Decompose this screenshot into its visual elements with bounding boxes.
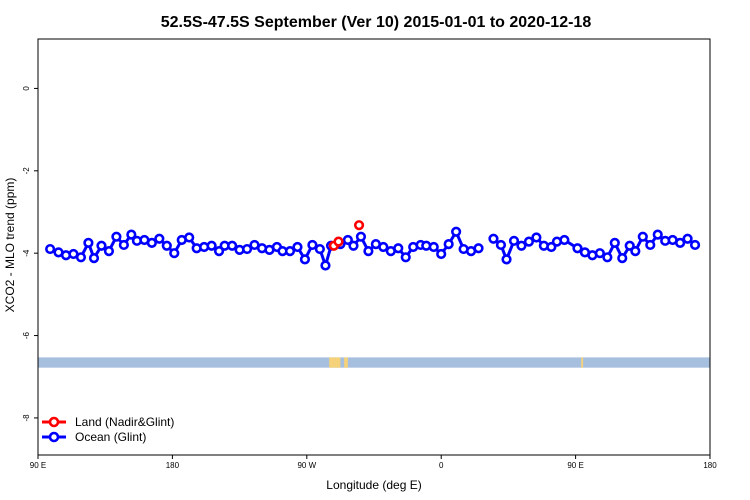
- y-tick-label-4: -8: [22, 414, 31, 422]
- x-tick-label-3: 0: [439, 461, 444, 470]
- map-land-patch-0: [329, 357, 341, 368]
- legend: Land (Nadir&Glint) Ocean (Glint): [42, 415, 174, 444]
- land-point-2: [353, 220, 365, 231]
- x-tick-label-4: 90 E: [567, 461, 583, 470]
- ocean-point-0-6: [88, 253, 100, 264]
- ocean-point-0-35: [299, 254, 311, 265]
- ocean-point-1-2: [501, 254, 512, 265]
- ocean-point-1-26: [682, 233, 693, 244]
- ocean-point-0-38: [320, 260, 331, 271]
- ocean-point-0-59: [473, 243, 484, 254]
- legend-ocean-marker: [48, 431, 60, 443]
- ocean-point-1-21: [645, 239, 656, 251]
- plot-frame: [37, 38, 711, 456]
- ocean-point-0-17: [169, 248, 180, 259]
- ocean-point-0-14: [146, 237, 157, 248]
- series-layer: [45, 220, 701, 271]
- ocean-point-0-41: [342, 234, 353, 246]
- map-strip: [38, 357, 710, 368]
- y-tick-label-3: -6: [22, 331, 31, 339]
- ocean-point-0-8: [103, 246, 115, 257]
- ocean-point-1-4: [516, 240, 527, 251]
- y-tick-label-2: -4: [22, 249, 31, 257]
- y-axis: 0 -2 -4 -6 -8: [22, 86, 38, 422]
- ocean-point-1-17: [617, 253, 628, 264]
- ocean-point-0-53: [428, 241, 439, 253]
- ocean-point-1-14: [594, 248, 605, 259]
- ocean-point-0-49: [400, 252, 411, 263]
- map-ocean-band: [38, 357, 710, 368]
- y-axis-label: XCO2 - MLO trend (ppm): [3, 178, 17, 313]
- ocean-point-0-11: [126, 229, 137, 240]
- land-point-1: [333, 236, 344, 247]
- ocean-point-1-10: [559, 234, 570, 246]
- ocean-point-1-3: [508, 235, 520, 246]
- ocean-point-1-16: [609, 237, 620, 248]
- legend-land-marker: [48, 416, 60, 428]
- legend-land-label: Land (Nadir&Glint): [75, 415, 174, 429]
- ocean-point-0-54: [436, 248, 447, 260]
- ocean-point-0-19: [184, 232, 195, 243]
- x-axis: 90 E 180 90 W 0 90 E 180: [30, 455, 717, 470]
- y-tick-label-0: 0: [22, 86, 31, 91]
- ocean-point-0-4: [75, 252, 87, 263]
- ocean-point-0-34: [292, 241, 303, 253]
- ocean-point-1-11: [572, 243, 583, 254]
- legend-entry-land: Land (Nadir&Glint): [42, 415, 174, 429]
- ocean-point-0-33: [284, 246, 296, 257]
- ocean-point-0-42: [348, 240, 359, 251]
- x-tick-label-1: 180: [166, 461, 180, 470]
- ocean-point-1-15: [602, 252, 613, 263]
- ocean-point-0-48: [393, 243, 404, 254]
- ocean-point-1-1: [495, 239, 507, 251]
- ocean-point-1-20: [637, 231, 648, 242]
- map-land-patch-2: [581, 357, 584, 368]
- map-land-patch-1: [344, 357, 348, 368]
- ocean-point-1-5: [523, 236, 535, 247]
- ocean-point-0-22: [206, 240, 217, 251]
- ocean-point-0-9: [111, 231, 122, 242]
- ocean-point-0-25: [227, 240, 238, 251]
- ocean-point-0-27: [241, 243, 253, 255]
- legend-ocean-label: Ocean (Glint): [75, 430, 146, 444]
- ocean-point-1-19: [630, 246, 641, 257]
- ocean-point-1-0: [488, 233, 499, 244]
- x-tick-label-5: 180: [703, 461, 717, 470]
- ocean-point-1-6: [531, 232, 542, 243]
- ocean-point-0-43: [355, 231, 367, 242]
- ocean-point-0-44: [363, 246, 374, 257]
- y-tick-label-1: -2: [22, 167, 31, 175]
- ocean-point-1-22: [652, 229, 663, 240]
- ocean-point-0-15: [154, 233, 165, 244]
- ocean-point-1-27: [689, 239, 701, 251]
- x-axis-label: Longitude (deg E): [326, 478, 421, 492]
- x-tick-label-2: 90 W: [297, 461, 316, 470]
- ocean-point-0-55: [443, 239, 454, 250]
- ocean-point-0-36: [307, 239, 318, 251]
- ocean-point-0-37: [314, 243, 325, 255]
- ocean-point-1-25: [675, 237, 686, 248]
- ocean-point-0-0: [45, 243, 56, 255]
- x-tick-label-0: 90 E: [30, 461, 46, 470]
- ocean-point-0-46: [378, 241, 389, 253]
- ocean-point-0-5: [83, 237, 94, 248]
- chart-title: 52.5S-47.5S September (Ver 10) 2015-01-0…: [161, 14, 592, 31]
- ocean-point-0-56: [451, 226, 462, 237]
- ocean-point-0-16: [161, 240, 172, 251]
- ocean-point-0-7: [96, 240, 107, 251]
- legend-entry-ocean: Ocean (Glint): [42, 430, 146, 444]
- ocean-point-0-10: [118, 239, 129, 251]
